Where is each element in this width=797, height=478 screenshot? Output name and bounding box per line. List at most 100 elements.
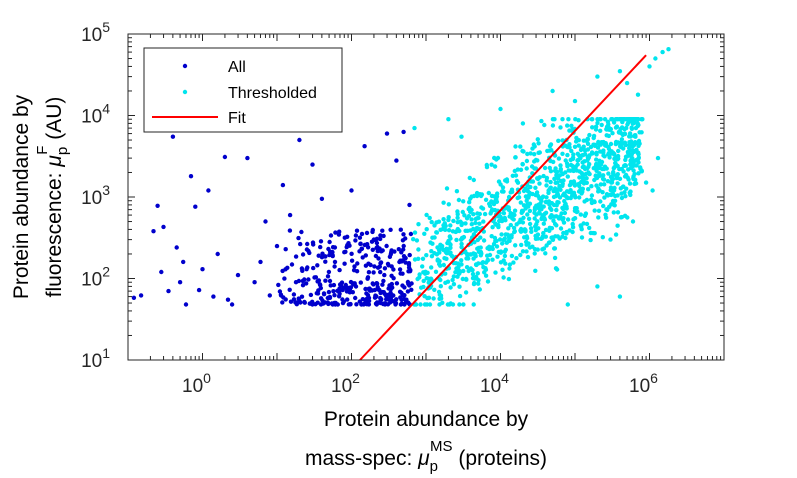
data-point [457,293,463,299]
data-point [592,208,597,213]
data-point [528,226,534,231]
data-point [594,150,599,155]
data-point [524,198,529,203]
data-point [360,255,365,260]
data-point [478,245,483,250]
data-point [435,245,440,250]
data-point [615,181,620,186]
data-point [457,271,462,276]
y-tick-label: 102 [81,264,110,291]
data-point [455,226,460,232]
data-point [580,153,585,158]
data-point [547,143,553,149]
data-point [349,188,354,193]
data-point [626,120,631,126]
data-point [552,246,557,251]
data-point [304,281,309,286]
data-point [568,162,574,168]
data-point [316,253,321,258]
data-point [464,265,470,270]
data-point [398,271,403,276]
data-point [540,234,545,239]
data-point [525,187,530,192]
data-point [427,302,433,307]
data-point [398,302,404,307]
data-point [337,286,342,291]
data-point [413,302,419,307]
data-point [352,264,357,269]
data-point [436,219,442,224]
data-point [327,239,332,245]
data-point [450,277,455,283]
data-point [319,255,325,260]
data-point [518,167,524,172]
data-point [381,278,386,284]
data-point [451,218,456,224]
data-point [487,201,492,206]
data-point [300,283,306,288]
data-point [561,216,566,221]
data-point [593,173,598,178]
data-point [558,178,564,184]
data-point [550,88,555,94]
data-point [488,211,493,216]
fit-series [359,54,647,361]
data-point [506,206,511,211]
data-point [463,290,469,295]
data-point [555,180,560,185]
data-point [495,254,500,259]
x-axis-label: Protein abundance by mass-spec: μp MS (pr… [305,408,547,475]
data-point [601,177,607,182]
data-point [222,154,228,160]
data-point [276,282,281,288]
data-point [620,117,625,122]
data-point [660,49,665,55]
legend-label-all: All [228,59,246,76]
data-point [584,221,590,227]
data-point [585,141,591,146]
data-point [388,293,393,299]
data-point [431,296,436,301]
data-point [501,275,506,280]
data-point [633,177,638,182]
data-point [613,141,619,147]
data-point [443,280,448,285]
x-label-symbol: μ [417,447,430,470]
data-point [345,297,350,302]
data-point [225,297,231,302]
data-point [429,265,434,270]
data-point [612,165,617,170]
data-point [378,236,383,242]
data-point [578,212,583,217]
data-point [409,281,414,286]
data-point [494,244,500,249]
data-point [623,194,628,199]
data-point [575,162,580,167]
y-label-subscript: p [54,147,71,155]
data-point [490,200,495,205]
data-point [306,277,311,282]
data-point [547,186,553,191]
data-point [370,229,375,235]
data-point [524,235,530,241]
data-point [600,235,605,240]
data-point [429,249,434,254]
data-point [650,188,655,193]
data-point [478,193,484,199]
data-point [532,251,537,256]
data-point [596,189,601,194]
data-point [636,152,641,157]
data-point [532,144,537,149]
data-point [503,261,508,266]
data-point [469,194,474,199]
data-point [562,210,568,216]
data-point [605,193,611,198]
data-point [511,260,516,265]
data-point [548,205,553,211]
data-point [476,278,481,283]
data-point [570,155,576,160]
data-point [527,208,533,214]
data-point [631,149,637,154]
data-point [601,203,606,209]
data-point [405,289,411,294]
